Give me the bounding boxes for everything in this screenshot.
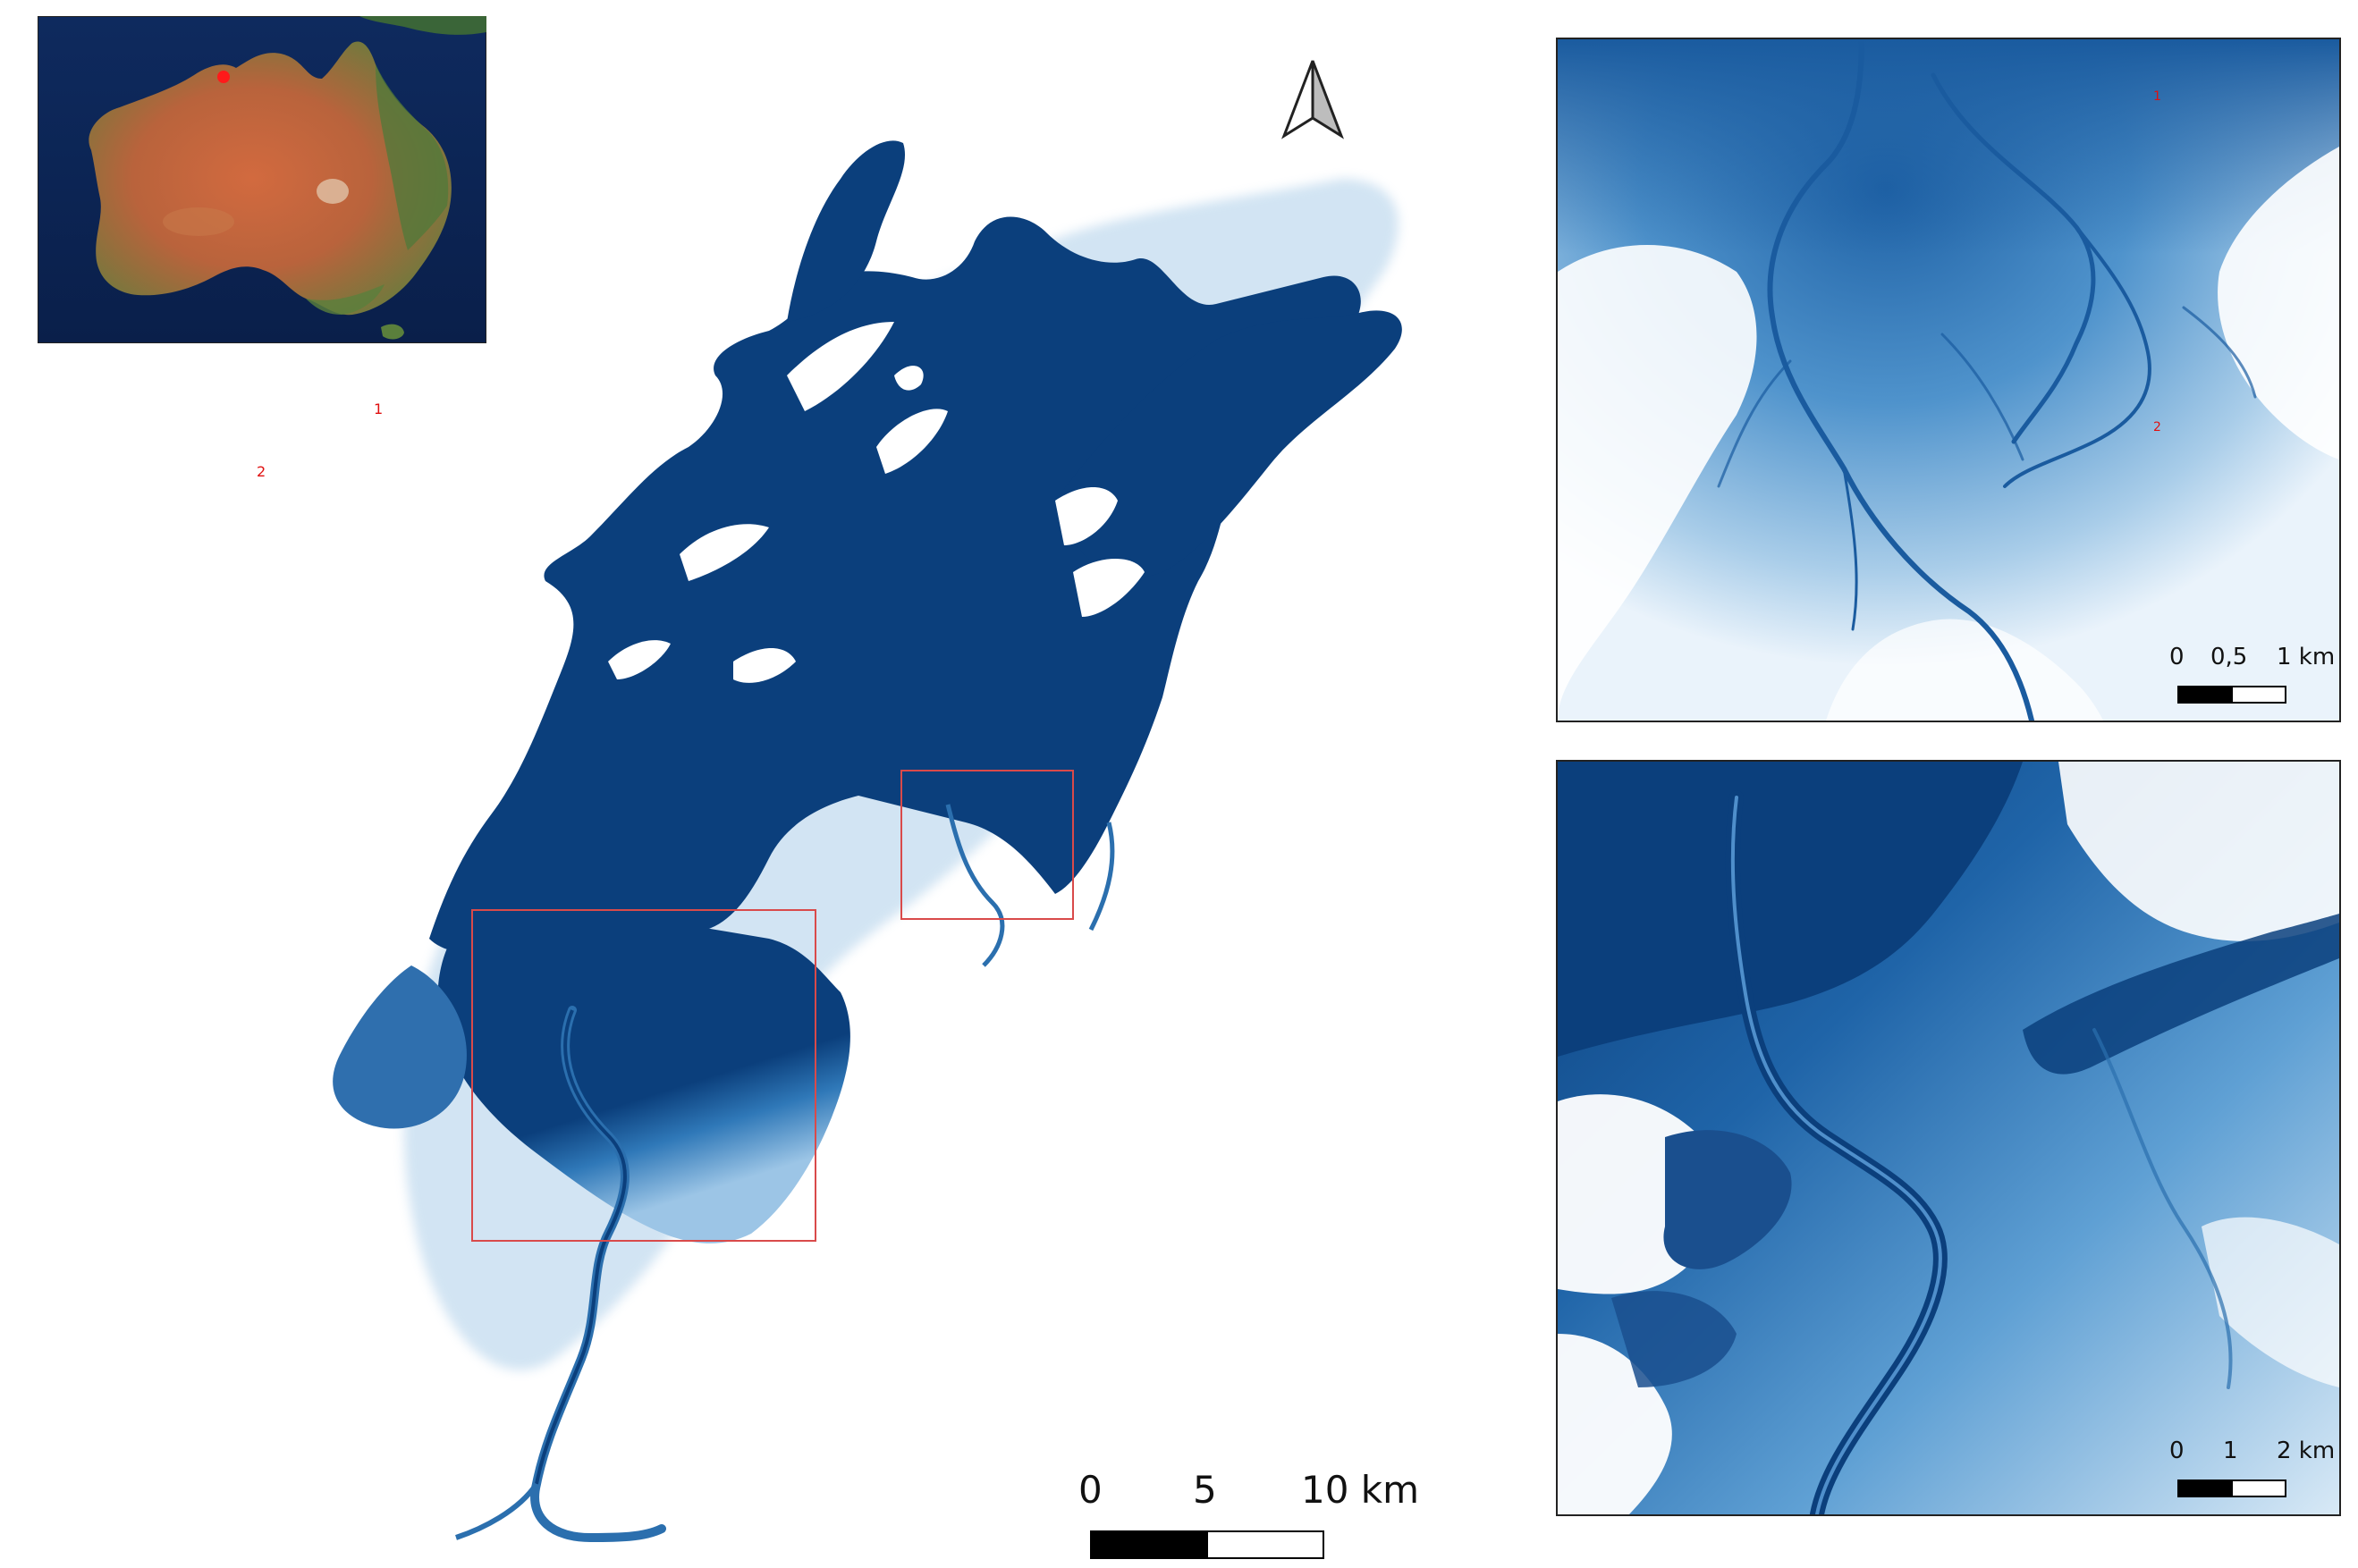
- detail2-scale-label-1: 1: [2223, 1437, 2238, 1464]
- river-channel: [1725, 790, 2233, 1514]
- detail1-scale-bar-graphic: [2177, 686, 2286, 704]
- detail1-marker-2: 2: [2153, 420, 2161, 434]
- bathymetry-detail-2: [1558, 762, 2339, 1514]
- detail1-scale-label-05: 0,5: [2210, 644, 2248, 670]
- map-marker-2: 2: [257, 463, 266, 480]
- detail1-marker-1: 1: [2153, 89, 2161, 104]
- detail2-scale-label-2km: 2 km: [2277, 1437, 2336, 1464]
- inset-map-graphic: [37, 15, 487, 344]
- main-scale-bar-graphic: [1090, 1530, 1324, 1559]
- detail1-scale-label-0: 0: [2169, 644, 2185, 670]
- detail-panel-2: 0 1 2 km: [1556, 760, 2341, 1516]
- bathymetry-main: [333, 60, 1402, 1559]
- inset-map: [37, 15, 487, 344]
- detail2-scale-label-0: 0: [2169, 1437, 2185, 1464]
- extent-box-2: [471, 909, 816, 1242]
- extent-box-1: [900, 770, 1074, 920]
- detail1-scale-label-1km: 1 km: [2277, 644, 2336, 670]
- australia-landmass: [89, 41, 452, 316]
- detail2-scale-bar-graphic: [2177, 1479, 2286, 1497]
- main-map: 1 2 0 5 10 km: [257, 60, 1420, 1559]
- main-scale-label-0: 0: [1078, 1468, 1103, 1512]
- north-arrow-icon: [1281, 60, 1344, 139]
- deep-basin: [429, 216, 1361, 954]
- islands: [608, 221, 1145, 683]
- bathymetry-detail-1: [1558, 39, 2339, 721]
- location-marker: [217, 71, 230, 83]
- main-scale-label-5: 5: [1193, 1468, 1217, 1512]
- tidal-channels: [1717, 39, 2257, 721]
- map-marker-1: 1: [374, 400, 384, 417]
- shallow-shelf: [437, 906, 850, 1243]
- main-scale-label-10km: 10 km: [1301, 1468, 1420, 1512]
- detail-panel-1: 1 2 0 0,5 1 km: [1556, 38, 2341, 722]
